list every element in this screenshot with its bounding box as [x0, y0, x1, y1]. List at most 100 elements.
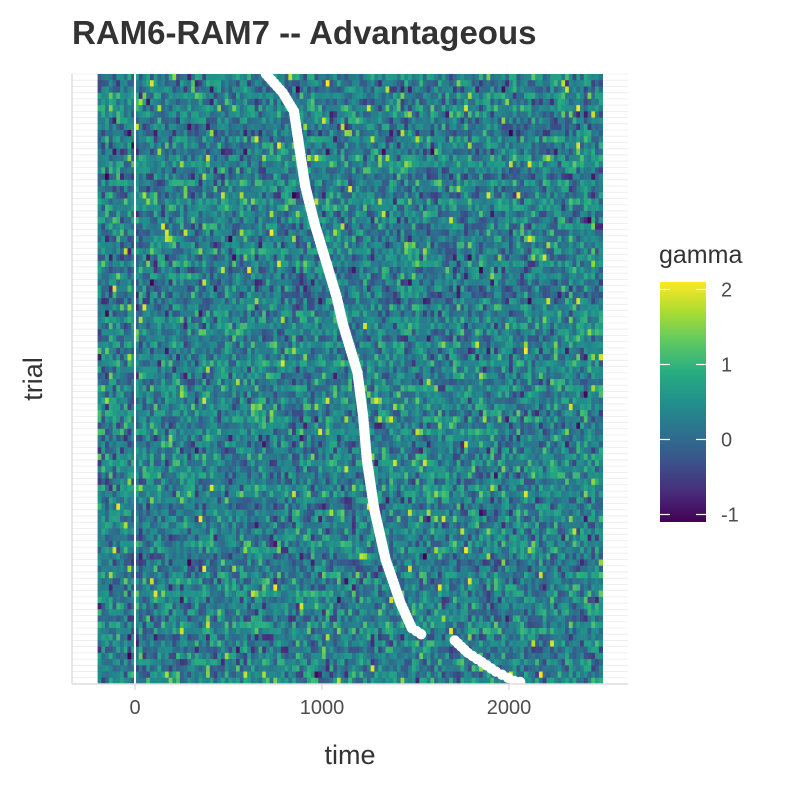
- heatmap-cell: [587, 74, 592, 81]
- heatmap-cell: [501, 198, 506, 206]
- heatmap-cell: [389, 148, 394, 156]
- heatmap-cell: [191, 173, 196, 181]
- heatmap-cell: [591, 80, 596, 87]
- heatmap-cell: [497, 130, 503, 137]
- heatmap-cell: [553, 217, 559, 224]
- heatmap-cell: [232, 242, 237, 249]
- heatmap-cell: [527, 167, 532, 175]
- heatmap-cell: [393, 179, 398, 187]
- heatmap-cell: [441, 148, 446, 156]
- heatmap-cell: [228, 204, 233, 212]
- heatmap-cell: [497, 179, 503, 187]
- heatmap-cell: [288, 260, 293, 268]
- heatmap-cell: [422, 167, 428, 175]
- heatmap-cell: [262, 173, 267, 181]
- heatmap-cell: [422, 142, 428, 150]
- heatmap-cell: [120, 279, 125, 287]
- heatmap-cell: [250, 291, 256, 299]
- heatmap-cell: [325, 123, 330, 131]
- heatmap-cell: [471, 266, 476, 274]
- heatmap-cell: [538, 111, 544, 119]
- heatmap-cell: [101, 80, 106, 87]
- heatmap-cell: [486, 192, 491, 199]
- heatmap-cell: [591, 291, 596, 299]
- heatmap-cell: [583, 161, 589, 168]
- heatmap-cell: [422, 285, 428, 293]
- heatmap-cell: [176, 148, 181, 156]
- heatmap-cell: [213, 80, 218, 87]
- heatmap-cell: [467, 223, 473, 231]
- heatmap-cell: [355, 74, 360, 81]
- heatmap-cell: [467, 105, 473, 112]
- heatmap-cell: [512, 235, 517, 243]
- heatmap-cell: [221, 123, 226, 131]
- heatmap-cell: [273, 130, 278, 137]
- heatmap-cell: [239, 111, 244, 119]
- heatmap-cell: [131, 279, 136, 287]
- heatmap-cell: [434, 279, 439, 287]
- heatmap-cell: [419, 242, 424, 249]
- heatmap-cell: [520, 117, 525, 125]
- heatmap-cell: [329, 148, 334, 156]
- heatmap-cell: [422, 198, 428, 206]
- heatmap-cell: [232, 173, 237, 181]
- heatmap-cell: [411, 291, 416, 299]
- heatmap-cell: [535, 248, 540, 256]
- heatmap-cell: [161, 223, 166, 231]
- heatmap-cell: [437, 80, 443, 87]
- heatmap-cell: [142, 161, 147, 168]
- heatmap-cell: [434, 117, 439, 125]
- heatmap-cell: [258, 279, 263, 287]
- heatmap-cell: [359, 273, 364, 280]
- heatmap-cell: [505, 105, 510, 112]
- heatmap-cell: [512, 192, 517, 199]
- heatmap-cell: [587, 285, 592, 293]
- heatmap-cell: [449, 80, 454, 87]
- heatmap-cell: [595, 86, 600, 94]
- heatmap-cell: [538, 260, 544, 268]
- heatmap-cell: [101, 210, 106, 218]
- heatmap-cell: [359, 154, 364, 162]
- heatmap-cell: [415, 273, 420, 280]
- heatmap-cell: [112, 204, 117, 212]
- heatmap-cell: [363, 291, 368, 299]
- heatmap-cell: [441, 198, 446, 206]
- heatmap-cell: [445, 74, 450, 81]
- heatmap-cell: [235, 86, 241, 94]
- heatmap-cell: [396, 210, 402, 218]
- heatmap-cell: [131, 217, 136, 224]
- heatmap-cell: [456, 229, 461, 237]
- heatmap-cell: [344, 204, 349, 212]
- heatmap-cell: [497, 142, 503, 150]
- heatmap-cell: [307, 285, 312, 293]
- heatmap-cell: [501, 260, 506, 268]
- heatmap-cell: [247, 223, 252, 231]
- heatmap-cell: [239, 98, 244, 106]
- heatmap-cell: [232, 204, 237, 212]
- heatmap-cell: [366, 279, 372, 287]
- heatmap-cell: [411, 179, 416, 187]
- heatmap-cell: [494, 242, 499, 249]
- heatmap-cell: [393, 254, 398, 262]
- heatmap-cell: [456, 235, 461, 243]
- heatmap-cell: [213, 136, 218, 143]
- heatmap-cell: [456, 217, 461, 224]
- heatmap-cell: [561, 223, 566, 231]
- heatmap-cell: [351, 217, 357, 224]
- heatmap-cell: [146, 130, 151, 137]
- heatmap-cell: [527, 291, 532, 299]
- heatmap-cell: [221, 210, 226, 218]
- heatmap-cell: [243, 179, 248, 187]
- heatmap-cell: [157, 198, 162, 206]
- heatmap-cell: [269, 266, 274, 274]
- heatmap-cell: [553, 279, 559, 287]
- heatmap-cell: [123, 204, 129, 212]
- heatmap-cell: [149, 298, 155, 305]
- heatmap-cell: [437, 223, 443, 231]
- heatmap-cell: [389, 260, 394, 268]
- heatmap-cell: [546, 235, 551, 243]
- heatmap-cell: [127, 242, 132, 249]
- heatmap-cell: [437, 273, 443, 280]
- heatmap-cell: [217, 142, 222, 150]
- heatmap-cell: [194, 229, 200, 237]
